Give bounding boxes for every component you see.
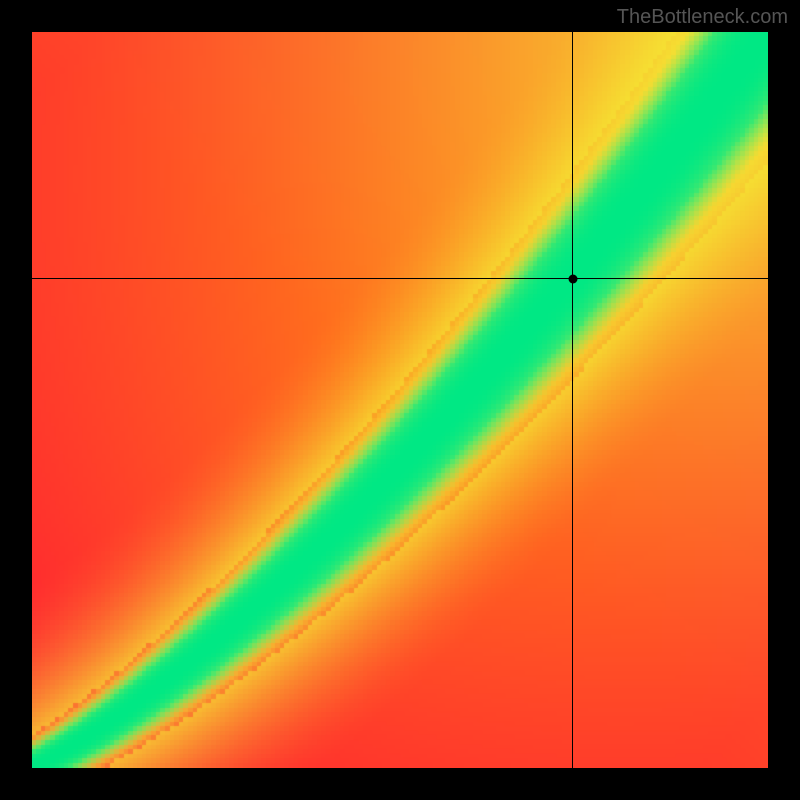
bottleneck-heatmap — [32, 32, 768, 768]
crosshair-vertical — [572, 32, 573, 768]
watermark-text: TheBottleneck.com — [617, 6, 788, 29]
chart-container: TheBottleneck.com — [0, 0, 800, 800]
crosshair-marker — [568, 274, 577, 283]
crosshair-horizontal — [32, 278, 768, 279]
